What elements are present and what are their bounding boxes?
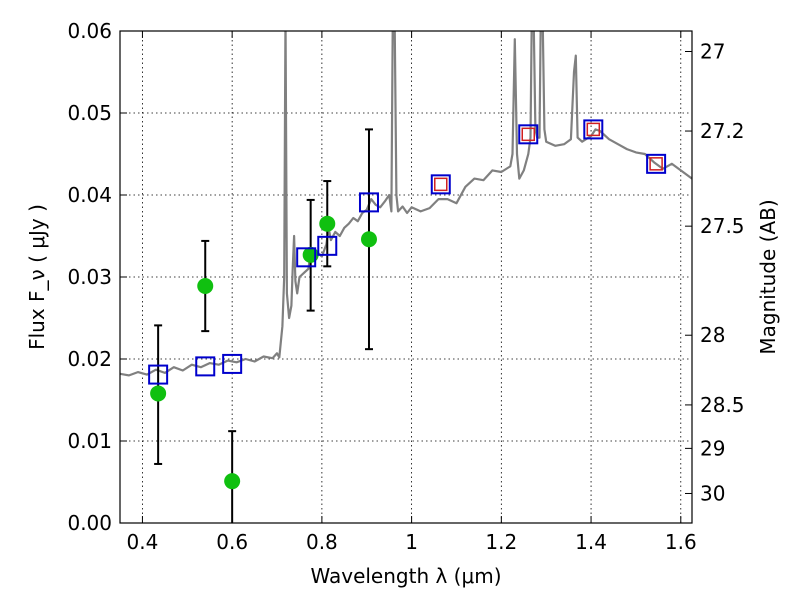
- model-square: [317, 235, 338, 256]
- model-square-nir: [434, 177, 448, 192]
- x-tick-label: 0.8: [306, 530, 338, 554]
- right-tick-label: 27: [700, 40, 725, 64]
- model-square: [646, 153, 667, 174]
- y-tick-label: 0.02: [67, 347, 112, 371]
- x-tick-label: 0.6: [216, 530, 248, 554]
- right-axis-title: Magnitude (AB): [756, 199, 780, 354]
- right-tick-label: 29: [700, 436, 725, 460]
- right-tick-label: 30: [700, 481, 725, 505]
- y-tick-label: 0.01: [67, 429, 112, 453]
- y-tick-label: 0.00: [67, 511, 112, 535]
- spectrum-line: [120, 31, 692, 377]
- model-square-nir: [649, 157, 663, 171]
- x-tick-label: 0.4: [127, 530, 159, 554]
- model-square-nir: [586, 122, 601, 137]
- model-square: [148, 364, 169, 385]
- observed-point: [360, 231, 377, 248]
- y-tick-label: 0.06: [67, 19, 112, 43]
- model-square: [583, 119, 604, 140]
- x-axis-title: Wavelength λ (μm): [310, 564, 501, 588]
- errorbar-layer: [154, 128, 373, 523]
- observed-point: [224, 473, 241, 490]
- model-square: [296, 247, 317, 268]
- right-tick-label: 28.5: [700, 393, 745, 417]
- x-tick-label: 1.4: [575, 530, 607, 554]
- right-tick-label: 27.5: [700, 214, 745, 238]
- y-tick-label: 0.05: [67, 101, 112, 125]
- observed-point: [150, 385, 167, 402]
- ticks: 0.4 0.6 0.8 1 1.2 1.4 1.6 0.00 0.01 0.02 0.03 0.04 0…: [67, 19, 744, 554]
- y-tick-label: 0.04: [67, 183, 112, 207]
- y-tick-label: 0.03: [67, 265, 112, 289]
- model-square: [195, 356, 216, 377]
- model-square: [518, 124, 539, 145]
- y-axis-title: Flux F_ν ( μJy ): [25, 204, 49, 350]
- right-tick-label: 28: [700, 323, 725, 347]
- observed-point: [319, 215, 336, 232]
- model-square: [430, 174, 451, 195]
- model-square: [222, 353, 243, 374]
- x-tick-label: 1.6: [665, 530, 697, 554]
- observed-point: [197, 278, 214, 295]
- model-square-nir: [521, 127, 536, 142]
- observed-points-layer: [150, 215, 377, 490]
- x-tick-label: 1: [405, 530, 418, 554]
- right-tick-label: 27.2: [700, 119, 745, 143]
- model-squares-layer: [148, 119, 667, 385]
- x-tick-label: 1.2: [485, 530, 517, 554]
- spectrum-layer: [120, 31, 692, 377]
- model-square: [358, 192, 379, 213]
